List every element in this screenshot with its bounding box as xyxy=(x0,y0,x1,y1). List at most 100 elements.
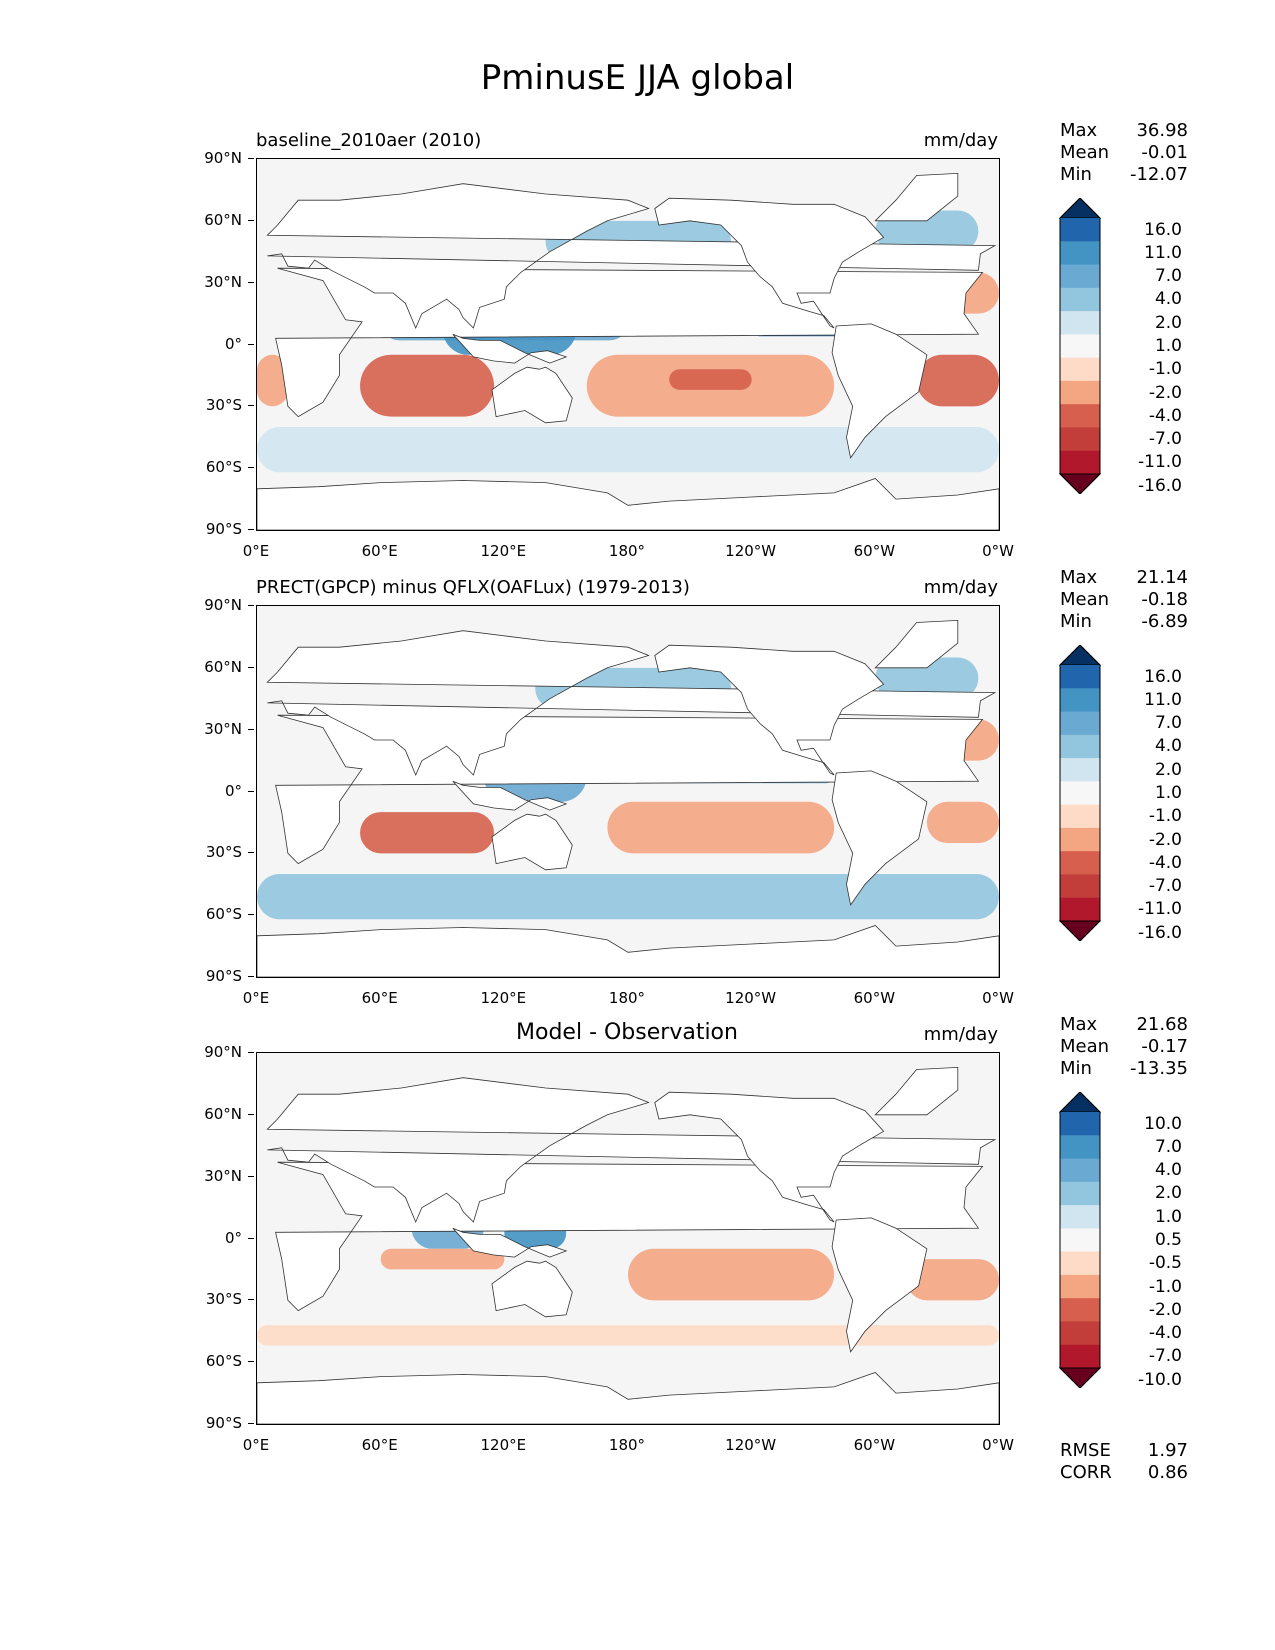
x-tick-label: 60°W xyxy=(853,1436,896,1454)
stat-value: -0.17 xyxy=(1141,1036,1188,1057)
field-spac-core xyxy=(669,369,752,390)
eurasia-land xyxy=(266,183,997,330)
colorbar xyxy=(1058,1091,1102,1389)
y-tick-label: 60°N xyxy=(190,211,254,229)
y-tick-label: 60°S xyxy=(190,458,254,476)
colorbar-label: 7.0 xyxy=(1154,266,1182,287)
stat-value: -0.18 xyxy=(1141,589,1188,610)
colorbar-extend-max xyxy=(1058,197,1102,219)
y-tick-label: 30°S xyxy=(190,1290,254,1308)
y-tick-label: 60°N xyxy=(190,658,254,676)
y-tick-label: 30°N xyxy=(190,1167,254,1185)
colorbar-label: 11.0 xyxy=(1144,242,1182,263)
footer-stats: RMSE 1.97 CORR 0.86 xyxy=(1060,1440,1188,1484)
colorbar-labels: 16.0 11.0 7.0 4.0 2.0 1.0 -1.0 -2.0 -4.0 -7.0 -11.… xyxy=(1102,645,1182,943)
colorbar-segment xyxy=(1060,688,1100,713)
x-tick-label: 120°W xyxy=(725,989,777,1007)
colorbar-segment xyxy=(1060,264,1100,289)
x-tick-label: 60°W xyxy=(853,542,896,560)
colorbar-segment xyxy=(1060,1158,1100,1183)
x-tick-label: 0°E xyxy=(242,542,270,560)
y-tick-label: 90°S xyxy=(190,1414,254,1432)
colorbar-label: -7.0 xyxy=(1148,876,1182,897)
map-area xyxy=(256,1052,1000,1425)
colorbar-label: 1.0 xyxy=(1154,1206,1182,1227)
y-tick-label: 0° xyxy=(190,1229,254,1247)
field-s-atlantic xyxy=(916,354,999,407)
colorbar-segment xyxy=(1060,450,1100,475)
map-svg xyxy=(257,1066,999,1424)
colorbar-segment xyxy=(1060,380,1100,405)
panel-units: mm/day xyxy=(923,577,998,598)
colorbar-segment xyxy=(1060,1228,1100,1253)
colorbar-segment xyxy=(1060,711,1100,736)
field-indian-s xyxy=(360,812,495,854)
colorbar-label: -2.0 xyxy=(1148,829,1182,850)
rmse-row: RMSE 1.97 xyxy=(1060,1440,1188,1462)
x-tick-label: 0°W xyxy=(982,542,1014,560)
colorbar-label: -2.0 xyxy=(1148,382,1182,403)
stat-label: Max xyxy=(1060,120,1098,141)
x-tick-label: 180° xyxy=(608,542,646,560)
colorbar-segment xyxy=(1060,1344,1100,1369)
y-tick-label: 60°S xyxy=(190,1352,254,1370)
colorbar-segment xyxy=(1060,804,1100,829)
stat-label: Min xyxy=(1060,164,1092,185)
colorbar-label: 2.0 xyxy=(1154,1183,1182,1204)
stat-label: Mean xyxy=(1060,589,1110,610)
stat-value: 36.98 xyxy=(1136,120,1188,141)
colorbar-label: 4.0 xyxy=(1154,1160,1182,1181)
eurasia-land xyxy=(266,1077,997,1224)
colorbar-segment xyxy=(1060,1274,1100,1299)
stat-value: -12.07 xyxy=(1129,164,1188,185)
field-diff-sind xyxy=(380,1248,505,1270)
panel-stats: Max 21.68 Mean -0.17 Min -13.35 xyxy=(1060,1014,1188,1080)
greenland-land xyxy=(874,619,959,669)
stat-value: 21.68 xyxy=(1136,1014,1188,1035)
x-tick-label: 0°W xyxy=(982,1436,1014,1454)
antarctica-land xyxy=(257,1372,999,1424)
field-diff-so xyxy=(257,1325,999,1346)
stat-value: -0.01 xyxy=(1141,142,1188,163)
antarctica-land xyxy=(257,478,999,530)
map-area xyxy=(256,158,1000,531)
colorbar-label: 1.0 xyxy=(1154,783,1182,803)
antarctica-land xyxy=(257,925,999,977)
colorbar-segment xyxy=(1060,427,1100,452)
colorbar-segment xyxy=(1060,1205,1100,1229)
figure-title: PminusE JJA global xyxy=(480,58,795,98)
panel-title: Model - Observation xyxy=(516,1020,738,1045)
colorbar-extend-min xyxy=(1058,473,1102,495)
stat-row: Min -6.89 xyxy=(1060,611,1188,633)
australia-land xyxy=(491,366,573,424)
colorbar-label: 11.0 xyxy=(1144,689,1182,710)
stat-label: Mean xyxy=(1060,1036,1110,1057)
colorbar-segment xyxy=(1060,311,1100,335)
colorbar-segment xyxy=(1060,665,1100,689)
map-panel-3: Model - Observation mm/day 90°N 60°N 30°N 0° 3… xyxy=(0,1014,1275,1494)
colorbar-label: 16.0 xyxy=(1144,219,1182,240)
y-tick-label: 30°S xyxy=(190,396,254,414)
y-tick-label: 30°N xyxy=(190,273,254,291)
stat-value: -13.35 xyxy=(1129,1058,1188,1079)
colorbar-segment xyxy=(1060,404,1100,428)
colorbar-label: -11.0 xyxy=(1138,452,1182,473)
stat-row: Mean -0.17 xyxy=(1060,1036,1188,1058)
colorbar xyxy=(1058,197,1102,495)
north-america-land xyxy=(654,644,885,776)
x-tick-label: 60°E xyxy=(361,1436,398,1454)
colorbar-label: -4.0 xyxy=(1148,852,1182,873)
panel-title: baseline_2010aer (2010) xyxy=(256,130,482,151)
colorbar-segment xyxy=(1060,758,1100,782)
panel-units: mm/day xyxy=(923,1024,998,1045)
colorbar-segment xyxy=(1060,827,1100,852)
x-tick-label: 0°E xyxy=(242,989,270,1007)
field-so-storm xyxy=(257,426,999,473)
colorbar-labels: 10.0 7.0 4.0 2.0 1.0 0.5 -0.5 -1.0 -2.0 -4.0 -7.0-… xyxy=(1102,1092,1182,1390)
x-tick-label: 120°E xyxy=(480,1436,527,1454)
map-panel-1: baseline_2010aer (2010) mm/day 90°N 60°N 30°… xyxy=(0,120,1275,600)
x-tick-label: 120°E xyxy=(480,989,527,1007)
panel-stats: Max 36.98 Mean -0.01 Min -12.07 xyxy=(1060,120,1188,186)
y-tick-label: 30°N xyxy=(190,720,254,738)
colorbar-label: -16.0 xyxy=(1138,922,1182,943)
